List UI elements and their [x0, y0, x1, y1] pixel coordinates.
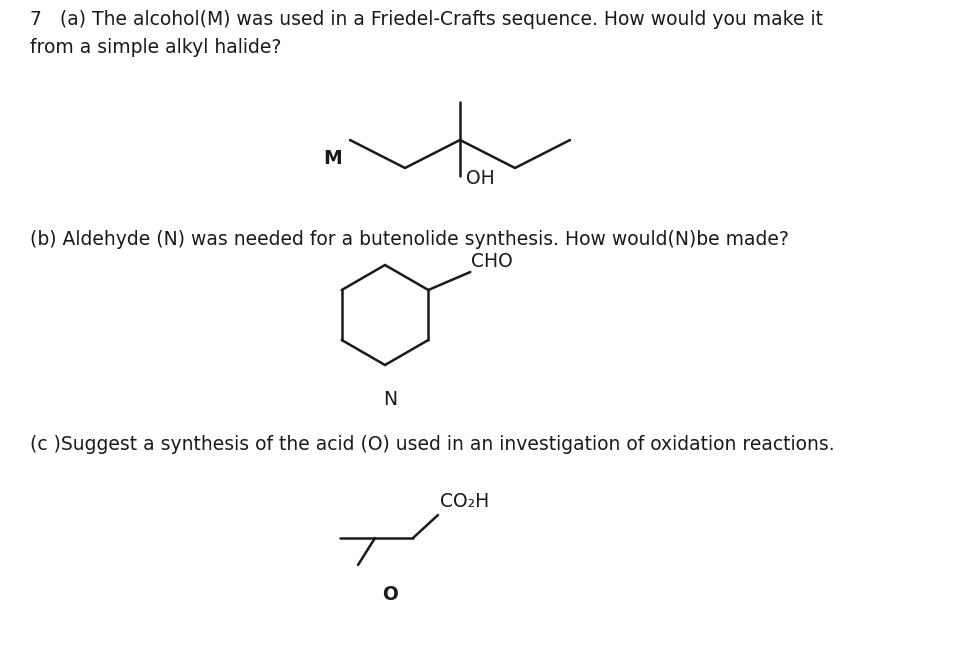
Text: CO₂H: CO₂H — [440, 492, 489, 511]
Text: M: M — [323, 148, 342, 168]
Text: N: N — [383, 390, 397, 409]
Text: 7   (a) The alcohol(M) was used in a Friedel-Crafts sequence. How would you make: 7 (a) The alcohol(M) was used in a Fried… — [30, 10, 823, 57]
Text: (c )Suggest a synthesis of the acid (O) used in an investigation of oxidation re: (c )Suggest a synthesis of the acid (O) … — [30, 435, 835, 454]
Text: O: O — [382, 585, 398, 604]
Text: CHO: CHO — [471, 252, 513, 271]
Text: OH: OH — [466, 168, 495, 188]
Text: (b) Aldehyde (N) was needed for a butenolide synthesis. How would(N)be made?: (b) Aldehyde (N) was needed for a buteno… — [30, 230, 789, 249]
